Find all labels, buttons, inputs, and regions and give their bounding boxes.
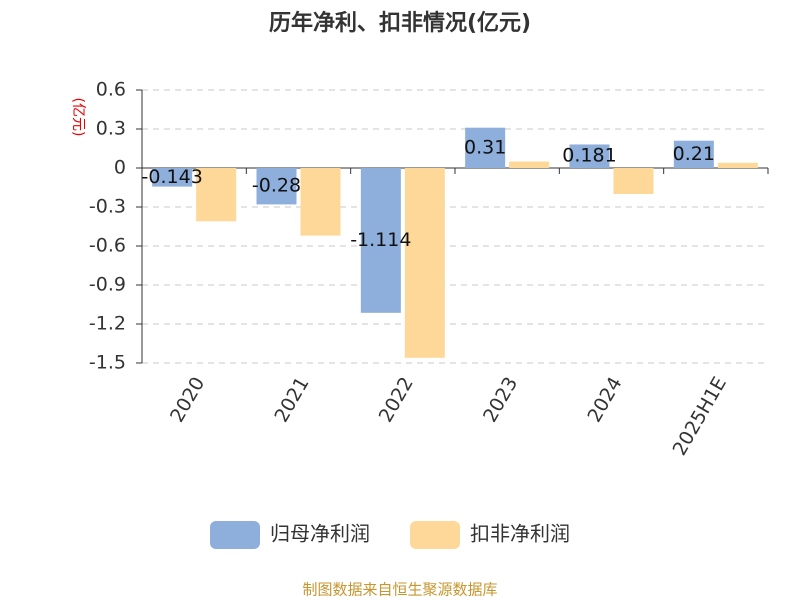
y-tick-label: 0.6	[96, 79, 126, 101]
y-tick-label: -0.9	[89, 274, 126, 296]
y-tick-label: 0	[114, 157, 126, 179]
bar	[360, 168, 401, 313]
source-note: 制图数据来自恒生聚源数据库	[302, 581, 497, 599]
data-label: -1.114	[350, 229, 411, 251]
bar	[673, 140, 714, 168]
data-label: 0.181	[562, 145, 616, 167]
bar	[509, 161, 550, 168]
y-axis-label: (亿元)	[70, 98, 86, 137]
y-tick-label: -0.6	[89, 235, 126, 257]
legend-swatch	[210, 521, 260, 549]
data-label: 0.31	[464, 136, 506, 158]
bar	[404, 168, 445, 358]
legend-label: 归母净利润	[270, 522, 370, 546]
data-label: 0.21	[673, 143, 715, 165]
legend-swatch	[410, 521, 460, 549]
y-tick-label: -1.2	[89, 313, 126, 335]
bar	[256, 168, 297, 205]
data-label: -0.143	[142, 166, 203, 188]
y-tick-label: 0.3	[96, 118, 126, 140]
data-label: -0.28	[252, 175, 301, 197]
bar	[300, 168, 341, 236]
bar	[613, 168, 654, 194]
bar	[152, 168, 193, 187]
chart-title: 历年净利、扣非情况(亿元)	[269, 10, 531, 36]
y-tick-label: -0.3	[89, 196, 126, 218]
bar	[196, 168, 237, 222]
bar	[717, 162, 758, 168]
bar	[569, 144, 610, 168]
legend-label: 扣非净利润	[470, 522, 570, 546]
bar	[465, 127, 506, 168]
y-tick-label: -1.5	[89, 352, 126, 374]
